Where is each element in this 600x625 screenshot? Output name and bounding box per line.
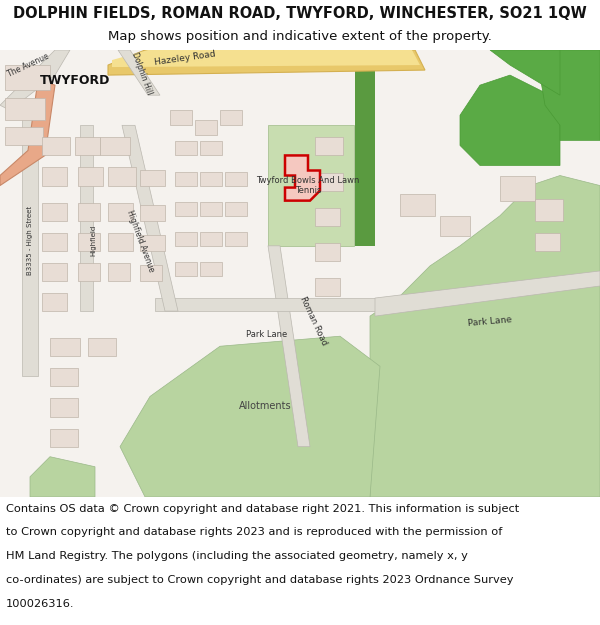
Polygon shape [440, 216, 470, 236]
Text: Highfield Avenue: Highfield Avenue [125, 209, 155, 273]
Polygon shape [175, 202, 197, 216]
Polygon shape [108, 202, 133, 221]
Polygon shape [42, 293, 67, 311]
Text: Map shows position and indicative extent of the property.: Map shows position and indicative extent… [108, 30, 492, 43]
Polygon shape [140, 235, 165, 251]
Polygon shape [88, 338, 116, 356]
Polygon shape [490, 50, 560, 95]
Text: Highfield: Highfield [90, 225, 96, 256]
Polygon shape [22, 115, 38, 376]
Text: Park Lane: Park Lane [467, 315, 512, 328]
Polygon shape [75, 138, 100, 156]
Polygon shape [140, 265, 162, 281]
Text: DOLPHIN FIELDS, ROMAN ROAD, TWYFORD, WINCHESTER, SO21 1QW: DOLPHIN FIELDS, ROMAN ROAD, TWYFORD, WIN… [13, 6, 587, 21]
Text: Roman Road: Roman Road [298, 295, 328, 347]
Polygon shape [175, 262, 197, 276]
Polygon shape [175, 232, 197, 246]
Polygon shape [108, 263, 130, 281]
Text: Twyford Bowls And Lawn
Tennis: Twyford Bowls And Lawn Tennis [256, 176, 359, 195]
Polygon shape [0, 80, 55, 186]
Text: The Avenue: The Avenue [6, 51, 50, 79]
Polygon shape [42, 232, 67, 251]
Polygon shape [140, 169, 165, 186]
Polygon shape [285, 156, 320, 201]
Polygon shape [100, 138, 130, 156]
Polygon shape [50, 368, 78, 386]
Polygon shape [268, 126, 354, 246]
Polygon shape [50, 429, 78, 447]
Polygon shape [535, 199, 563, 221]
Text: Park Lane: Park Lane [247, 330, 287, 339]
Polygon shape [175, 171, 197, 186]
Polygon shape [78, 232, 100, 251]
Polygon shape [5, 65, 50, 90]
Polygon shape [200, 171, 222, 186]
Polygon shape [122, 126, 178, 311]
Polygon shape [108, 232, 133, 251]
Polygon shape [315, 208, 340, 226]
Polygon shape [112, 50, 420, 67]
Polygon shape [50, 338, 80, 356]
Polygon shape [540, 50, 600, 141]
Polygon shape [460, 75, 560, 166]
Polygon shape [500, 176, 535, 201]
Text: TWYFORD: TWYFORD [40, 74, 110, 87]
Polygon shape [42, 138, 70, 156]
Polygon shape [140, 204, 165, 221]
Text: Dolphin Hill: Dolphin Hill [130, 51, 154, 96]
Polygon shape [78, 263, 100, 281]
Polygon shape [5, 98, 45, 120]
Polygon shape [200, 262, 222, 276]
Polygon shape [78, 202, 100, 221]
Polygon shape [0, 50, 600, 497]
Text: HM Land Registry. The polygons (including the associated geometry, namely x, y: HM Land Registry. The polygons (includin… [6, 551, 468, 561]
Polygon shape [175, 141, 197, 156]
Polygon shape [80, 126, 93, 311]
Polygon shape [200, 232, 222, 246]
Polygon shape [355, 50, 375, 246]
Polygon shape [200, 202, 222, 216]
Polygon shape [30, 457, 95, 497]
Text: to Crown copyright and database rights 2023 and is reproduced with the permissio: to Crown copyright and database rights 2… [6, 528, 502, 538]
Polygon shape [5, 127, 43, 146]
Polygon shape [42, 263, 67, 281]
Polygon shape [315, 138, 343, 156]
Polygon shape [118, 50, 160, 95]
Polygon shape [0, 50, 70, 110]
Polygon shape [225, 232, 247, 246]
Polygon shape [78, 168, 103, 186]
Polygon shape [200, 141, 222, 156]
Polygon shape [108, 50, 425, 75]
Polygon shape [315, 242, 340, 261]
Polygon shape [170, 110, 192, 126]
Polygon shape [535, 232, 560, 251]
Polygon shape [375, 271, 600, 316]
Polygon shape [42, 168, 67, 186]
Polygon shape [315, 173, 343, 191]
Polygon shape [195, 120, 217, 136]
Polygon shape [108, 168, 136, 186]
Text: co-ordinates) are subject to Crown copyright and database rights 2023 Ordnance S: co-ordinates) are subject to Crown copyr… [6, 575, 514, 585]
Polygon shape [315, 278, 340, 296]
Polygon shape [370, 176, 600, 497]
Polygon shape [400, 194, 435, 216]
Polygon shape [155, 298, 375, 311]
Text: Hazeley Road: Hazeley Road [154, 49, 216, 67]
Polygon shape [42, 202, 67, 221]
Text: 100026316.: 100026316. [6, 599, 74, 609]
Text: B3335 - High Street: B3335 - High Street [27, 206, 33, 276]
Polygon shape [120, 336, 380, 497]
Polygon shape [50, 399, 78, 416]
Polygon shape [355, 50, 375, 246]
Polygon shape [225, 202, 247, 216]
Text: Allotments: Allotments [239, 401, 292, 411]
Text: Contains OS data © Crown copyright and database right 2021. This information is : Contains OS data © Crown copyright and d… [6, 504, 519, 514]
Polygon shape [220, 110, 242, 126]
Polygon shape [268, 246, 310, 447]
Polygon shape [225, 171, 247, 186]
